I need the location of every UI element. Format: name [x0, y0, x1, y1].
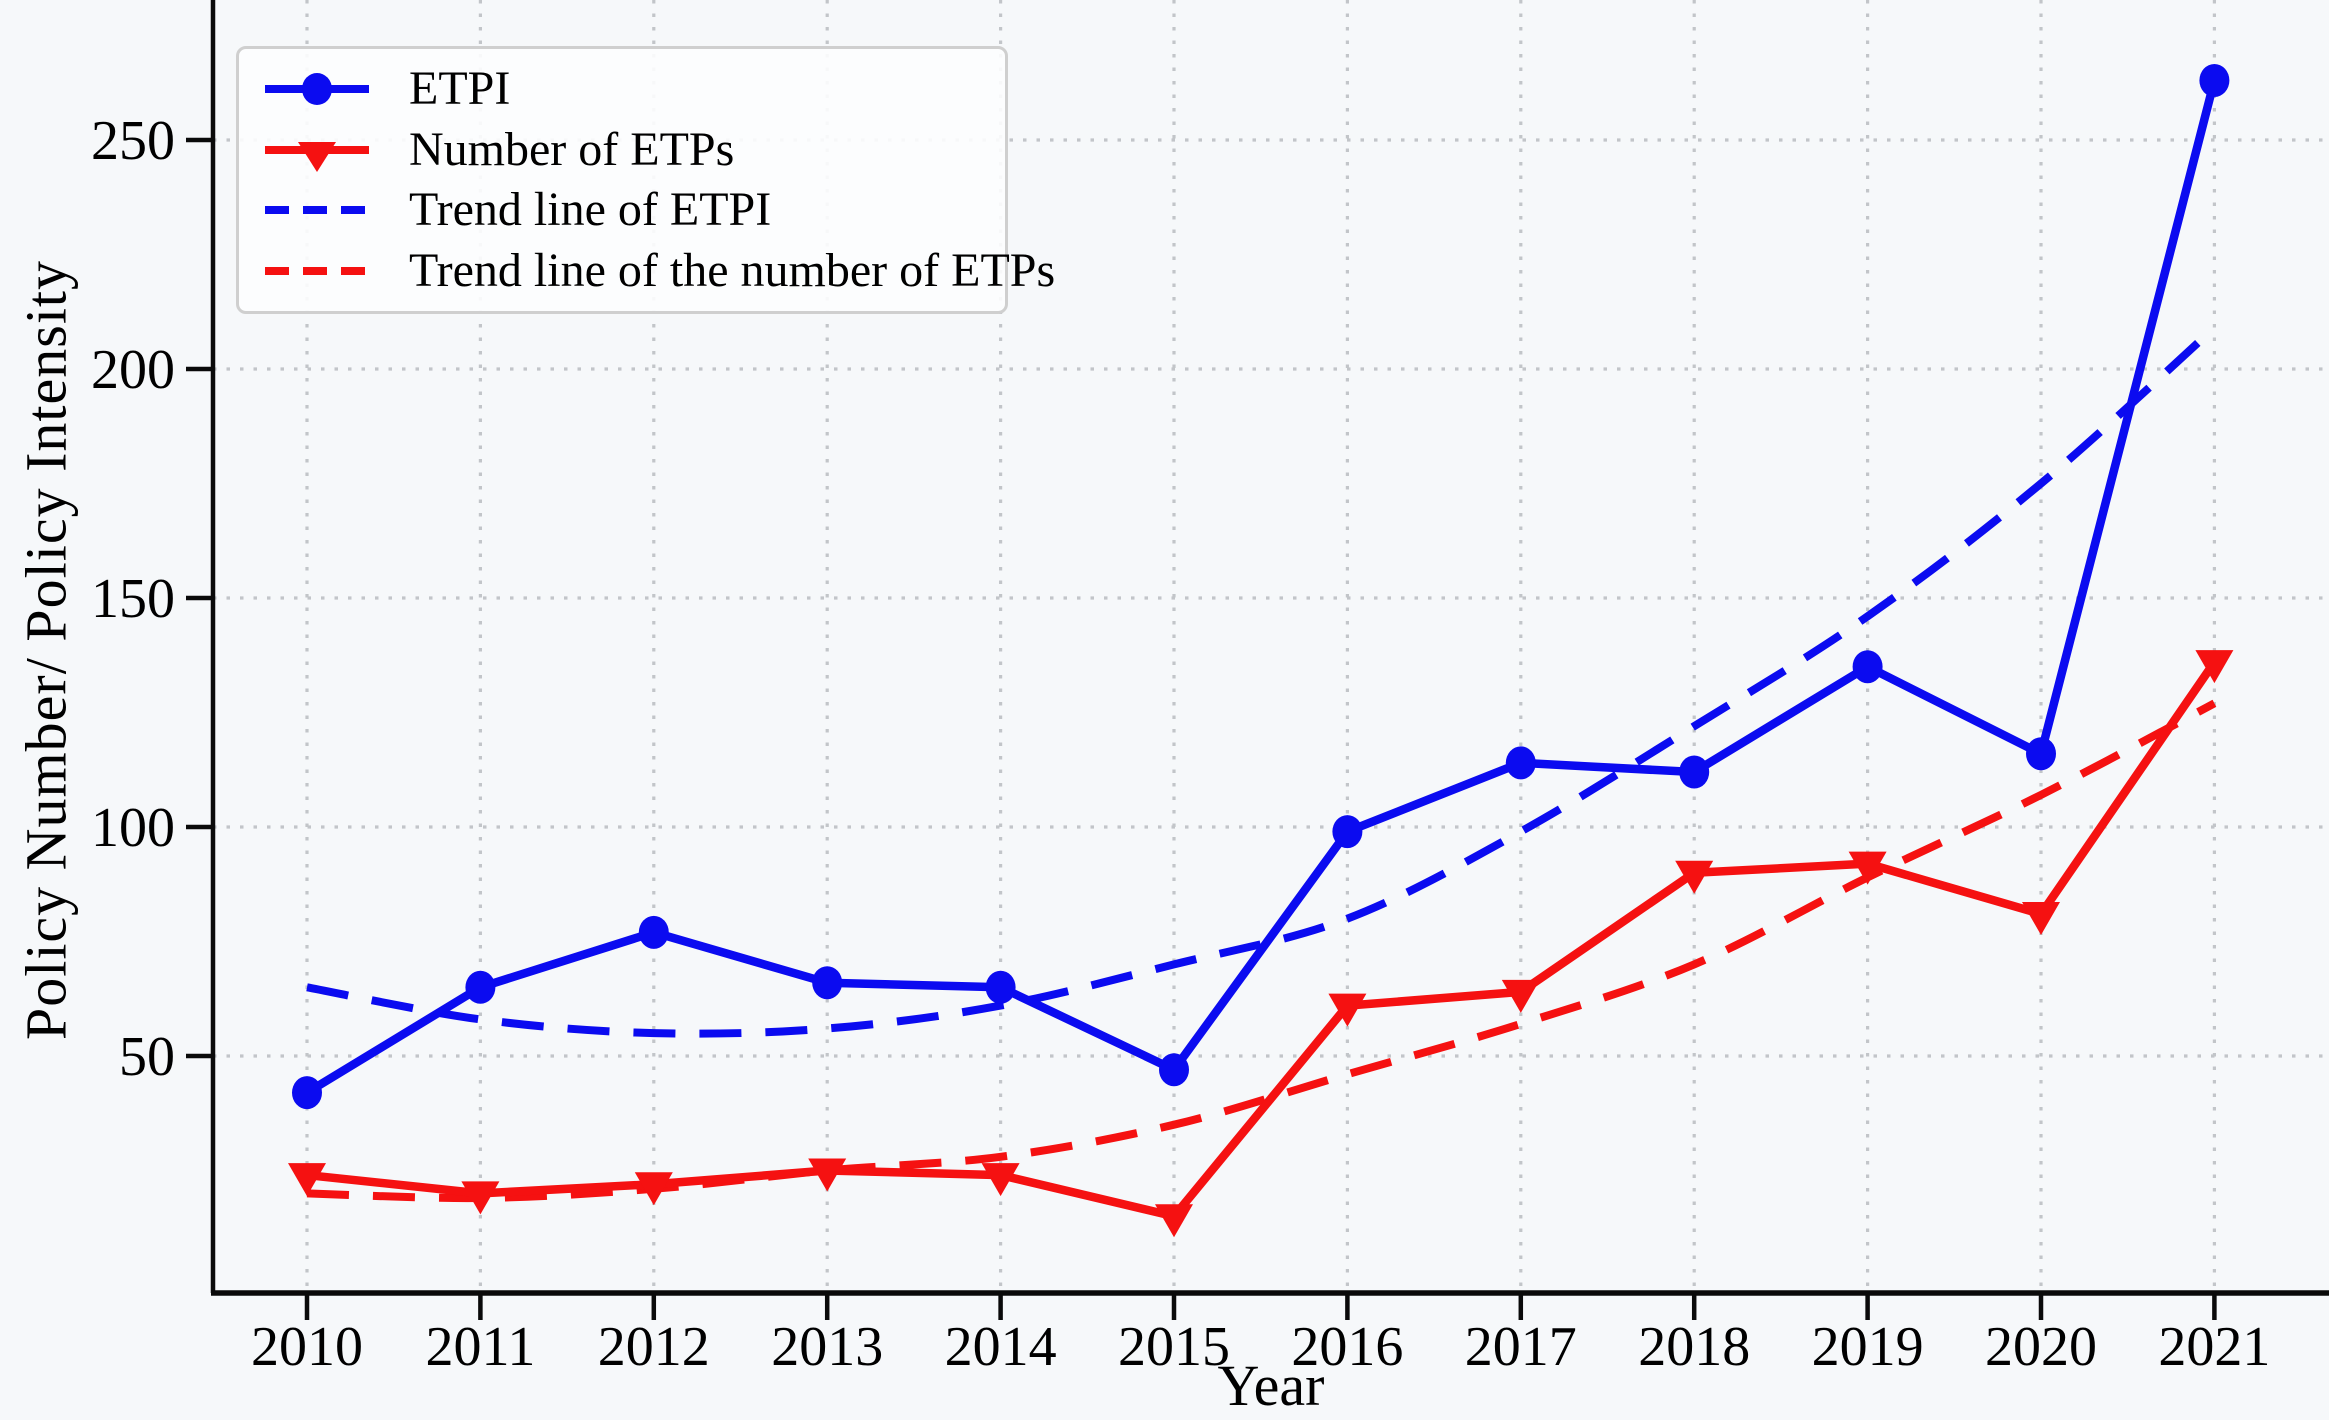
- y-tick-label-100: 100: [91, 797, 175, 859]
- marker-etpi-2010: [292, 1076, 322, 1110]
- x-tick-label-2015: 2015: [1118, 1316, 1230, 1378]
- legend: ETPI Number of ETPs Trend line of ETPI T…: [236, 46, 1055, 314]
- series-line-1: [306, 659, 2218, 1221]
- x-tick-label-2014: 2014: [945, 1316, 1057, 1378]
- marker-etpi-2020: [2026, 737, 2056, 771]
- marker-etps-2021: [2195, 650, 2234, 684]
- legend-label-etpi: ETPI: [409, 62, 511, 116]
- y-tick-label-200: 200: [91, 339, 175, 401]
- x-tick-label-2011: 2011: [425, 1316, 535, 1378]
- x-tick-label-2012: 2012: [598, 1316, 710, 1378]
- marker-etpi-2014: [985, 970, 1016, 1004]
- etpi-line-circle-swatch-icon: [265, 73, 369, 106]
- legend-item-etpi: ETPI: [261, 65, 995, 113]
- marker-etps-2015: [1155, 1204, 1193, 1238]
- marker-etps-2019: [1848, 851, 1887, 885]
- marker-etpi-2021: [2199, 63, 2230, 97]
- x-tick-label-2020: 2020: [1985, 1316, 2097, 1378]
- marker-etps-2014: [981, 1163, 1020, 1197]
- marker-etpi-2017: [1505, 746, 1536, 780]
- marker-etpi-2012: [638, 915, 669, 949]
- legend-label-trend-etps: Trend line of the number of ETPs: [409, 243, 1056, 297]
- x-tick-label-2016: 2016: [1291, 1316, 1403, 1378]
- x-tick-label-2019: 2019: [1812, 1316, 1924, 1378]
- legend-label-number-of-etps: Number of ETPs: [409, 122, 735, 176]
- marker-etpi-2011: [465, 970, 496, 1004]
- marker-etpi-2018: [1679, 755, 1710, 789]
- marker-etps-2011: [461, 1181, 500, 1215]
- marker-etpi-2016: [1332, 815, 1363, 849]
- series-line-0: [304, 79, 2219, 1097]
- marker-etpi-2015: [1159, 1053, 1189, 1087]
- series-line-trend-2: [306, 324, 2218, 1038]
- marker-etps-2020: [2022, 902, 2060, 936]
- x-tick-label-2018: 2018: [1638, 1316, 1750, 1378]
- marker-etpi-2019: [1852, 650, 1883, 684]
- etps-line-triangle-swatch-icon: [265, 141, 369, 172]
- legend-item-trend-etps: Trend line of the number of ETPs: [261, 246, 1055, 295]
- legend-item-trend-etpi: Trend line of ETPI: [261, 186, 995, 234]
- marker-etps-2012: [634, 1172, 673, 1206]
- x-tick-label-2010: 2010: [251, 1316, 363, 1378]
- y-tick-label-50: 50: [119, 1026, 175, 1088]
- marker-etps-2010: [288, 1163, 326, 1197]
- etpi-trend-dashed-swatch-icon: [265, 206, 369, 215]
- y-axis-title: Policy Number/ Policy Intensity: [13, 259, 79, 1041]
- marker-etps-2013: [808, 1158, 847, 1192]
- y-tick-label-150: 150: [91, 568, 175, 630]
- legend-item-number-of-etps: Number of ETPs: [261, 122, 995, 176]
- legend-label-trend-etpi: Trend line of ETPI: [409, 183, 772, 237]
- x-tick-label-2017: 2017: [1465, 1316, 1577, 1378]
- marker-etpi-2013: [812, 966, 843, 1000]
- y-tick-label-250: 250: [91, 110, 175, 172]
- marker-etps-2016: [1328, 993, 1367, 1027]
- x-tick-label-2013: 2013: [771, 1316, 883, 1378]
- etps-trend-dashed-swatch-icon: [265, 266, 369, 275]
- marker-etps-2017: [1501, 979, 1540, 1013]
- marker-etps-2018: [1675, 860, 1714, 894]
- x-axis-title: Year: [1217, 1353, 1325, 1418]
- x-tick-label-2021: 2021: [2158, 1316, 2270, 1378]
